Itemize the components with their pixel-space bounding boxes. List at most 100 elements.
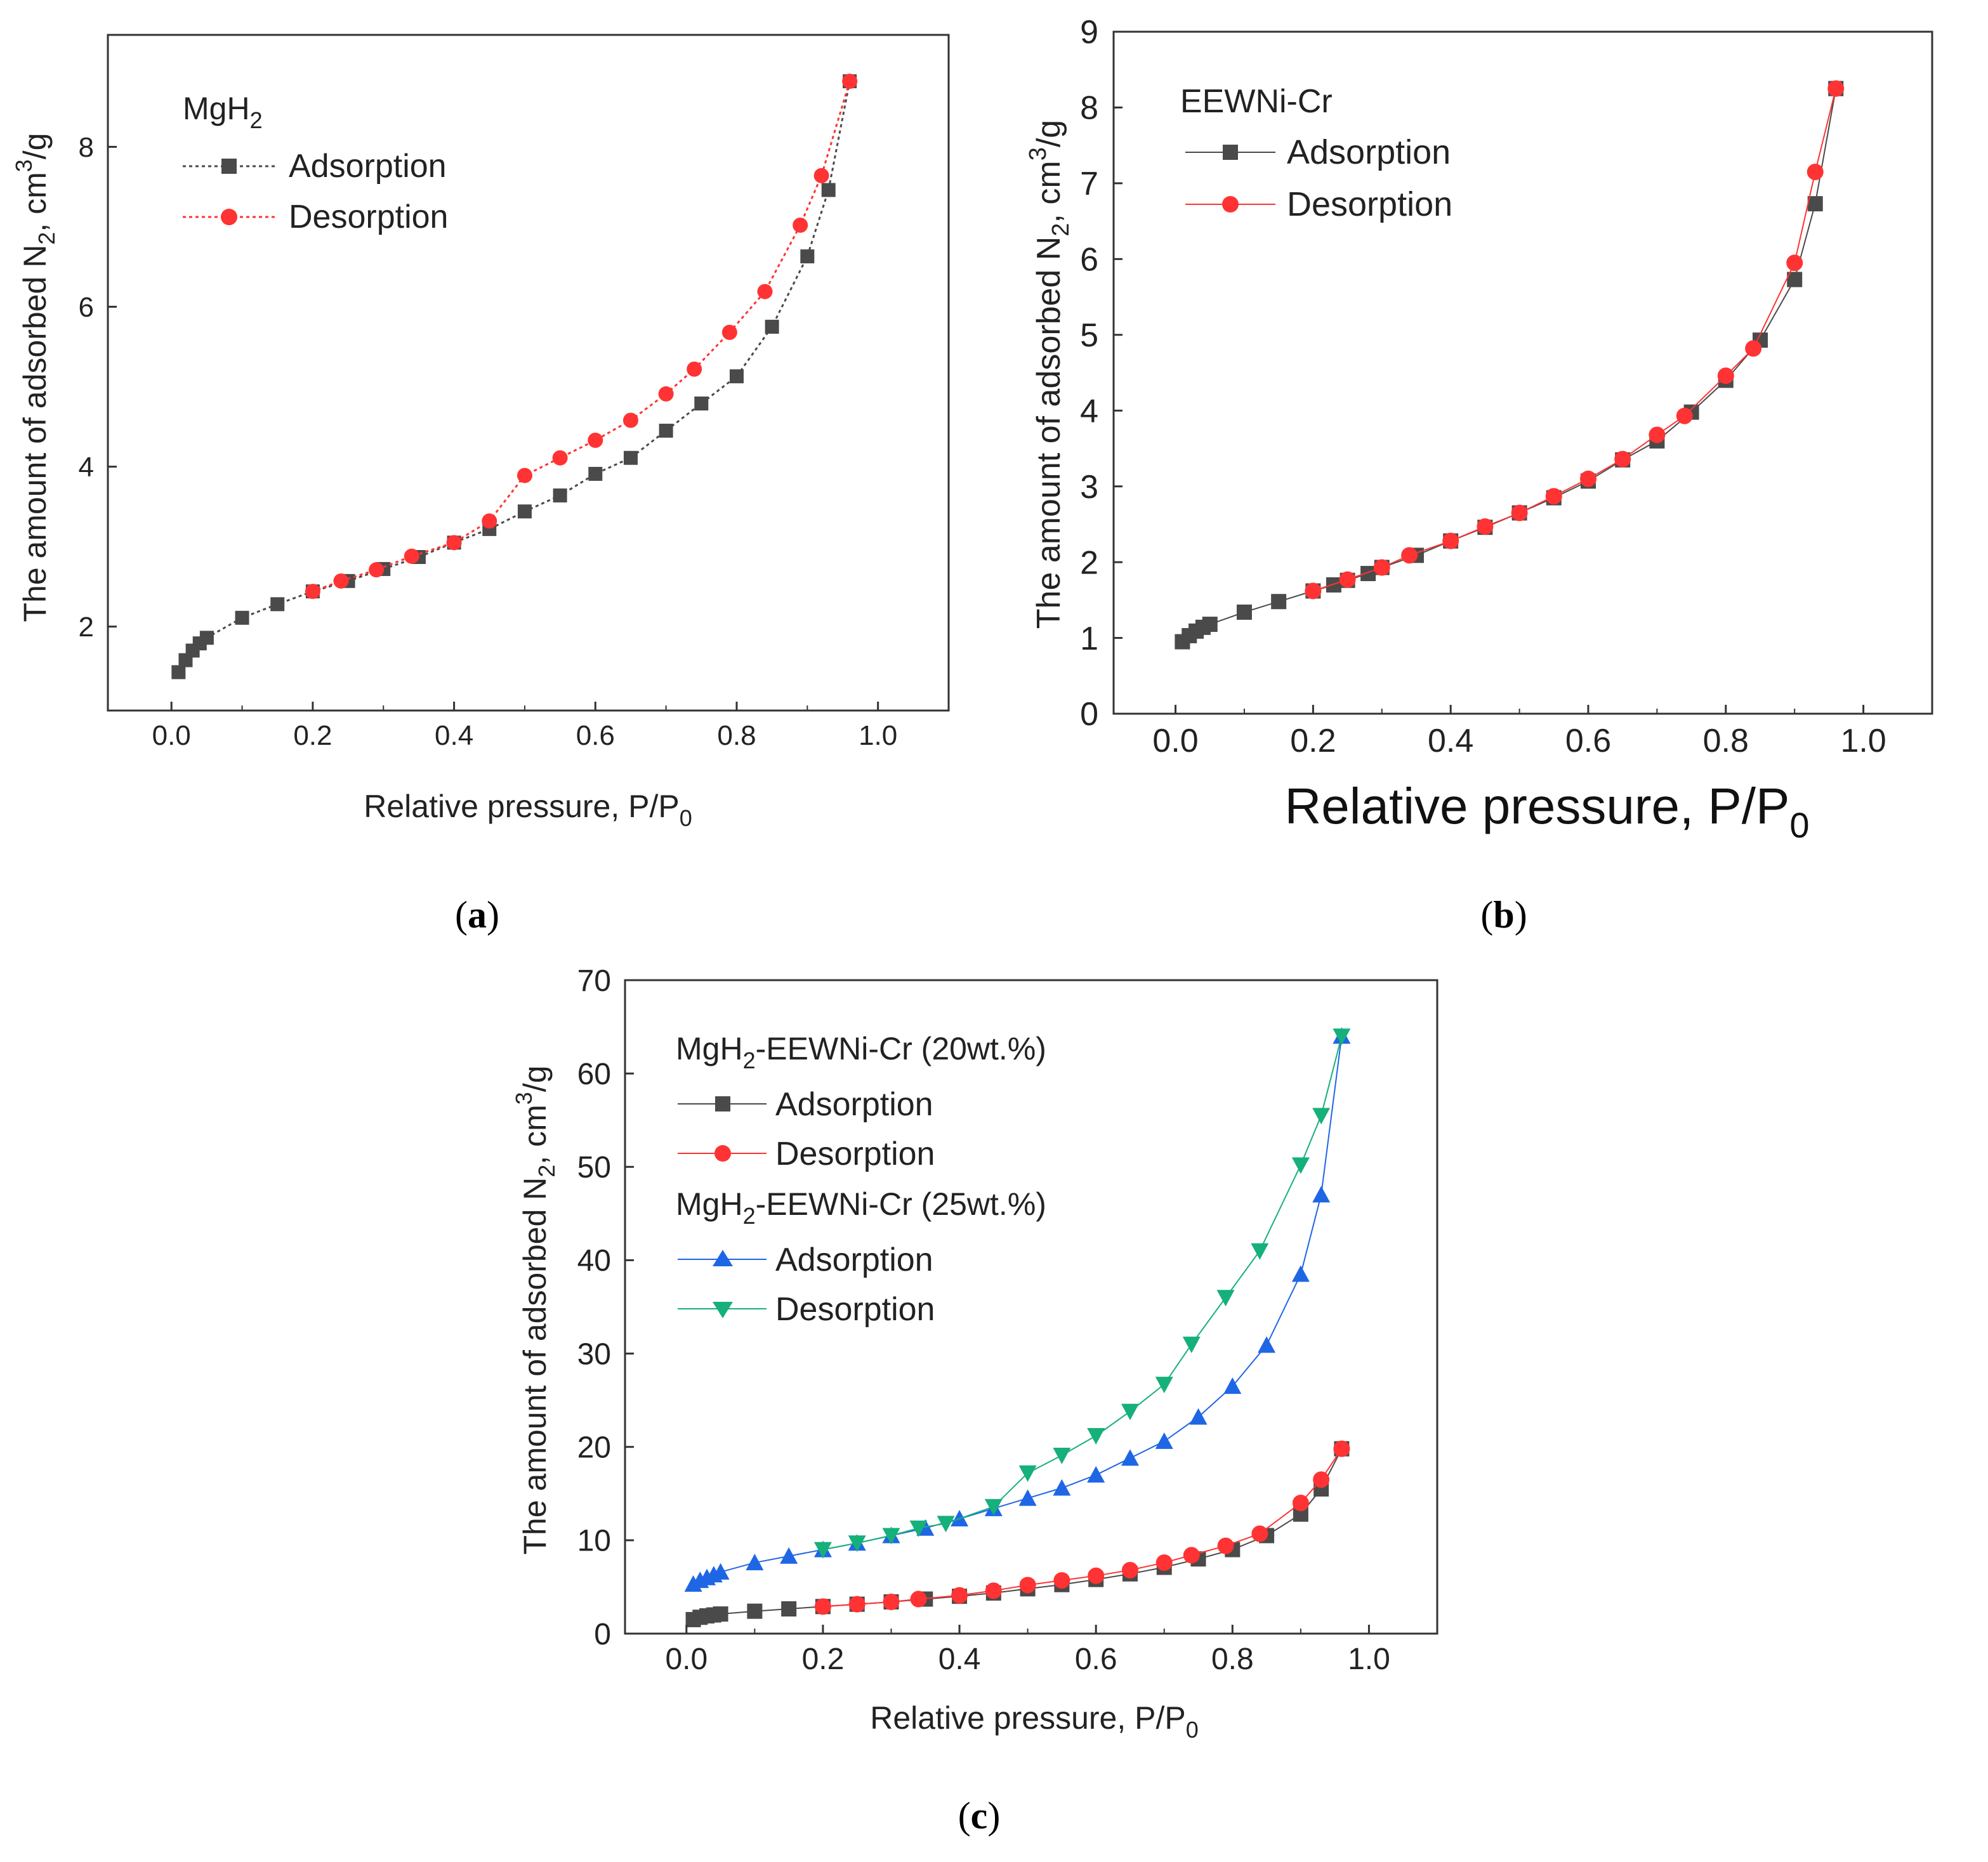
data-point-adsorption xyxy=(1053,1479,1071,1496)
data-point-adsorption xyxy=(1018,1489,1037,1506)
y-tick-label: 4 xyxy=(1080,393,1098,429)
data-point-desorption xyxy=(814,1598,831,1615)
data-point-desorption xyxy=(793,217,808,233)
data-point-desorption xyxy=(1545,488,1562,505)
data-point-desorption xyxy=(842,74,858,89)
series-line-adsorption-0 xyxy=(178,81,851,673)
x-tick-label: 0.4 xyxy=(435,720,473,751)
x-tick-label: 0.0 xyxy=(665,1642,708,1676)
data-point-adsorption xyxy=(1271,594,1287,610)
data-point-desorption xyxy=(1442,532,1459,549)
y-tick-label: 0 xyxy=(594,1618,611,1651)
data-point-desorption xyxy=(1292,1495,1309,1511)
series-line-adsorption-0 xyxy=(1182,88,1837,643)
data-point-desorption xyxy=(1649,426,1666,443)
x-tick-label: 0.8 xyxy=(1703,723,1749,759)
data-point-desorption xyxy=(1251,1243,1269,1260)
data-point-desorption xyxy=(622,412,638,428)
legend-a: MgH2 Adsorption Desorption xyxy=(183,91,448,235)
data-point-adsorption xyxy=(1202,617,1218,633)
y-axis-label-a: The amount of adsorbed N2, cm3/g xyxy=(11,133,60,622)
data-point-desorption xyxy=(1053,1572,1070,1589)
data-point-desorption xyxy=(1401,547,1418,564)
y-axis-label-b: The amount of adsorbed N2, cm3/g xyxy=(1025,120,1074,629)
legend-marker-adsorption-b xyxy=(1223,145,1238,160)
data-point-adsorption xyxy=(694,397,709,411)
data-point-desorption xyxy=(1183,1547,1200,1564)
x-tick-label: 0.0 xyxy=(1152,723,1198,759)
data-point-desorption xyxy=(813,1542,832,1559)
data-point-desorption xyxy=(721,324,737,340)
y-tick-label: 8 xyxy=(1080,90,1098,127)
data-point-desorption xyxy=(687,361,702,377)
x-tick-label: 0.2 xyxy=(802,1642,845,1676)
data-point-desorption xyxy=(882,1528,900,1545)
chart-panel-a: 0.0 0.2 0.4 0.6 0.8 1.0 2 4 6 8 Relative pressur… xyxy=(11,34,950,936)
x-tick-label: 0.8 xyxy=(717,720,756,751)
chart-panel-b: 0.0 0.2 0.4 0.6 0.8 1.0 0 1 2 3 4 5 6 7 8 9 Relative p… xyxy=(1025,14,1933,936)
legend-label-adsorption-20wt: Adsorption xyxy=(775,1086,933,1123)
plot-frame-a xyxy=(107,34,950,712)
legend-title-a: MgH2 xyxy=(183,91,263,133)
data-point-desorption xyxy=(1339,571,1356,588)
data-point-desorption xyxy=(1251,1525,1268,1542)
data-point-desorption xyxy=(1333,1028,1351,1046)
data-point-adsorption xyxy=(800,249,815,264)
panel-caption-a: (a) xyxy=(455,894,499,936)
data-point-adsorption xyxy=(1291,1265,1310,1282)
x-tick-label: 0.6 xyxy=(1565,723,1611,759)
y-tick-label: 6 xyxy=(1080,242,1098,279)
data-point-desorption xyxy=(1827,80,1845,97)
data-point-adsorption xyxy=(747,1603,763,1619)
data-point-desorption xyxy=(813,167,829,183)
y-tick-label: 3 xyxy=(1080,469,1098,506)
data-point-desorption xyxy=(588,433,603,448)
data-point-adsorption xyxy=(171,665,186,679)
data-point-desorption xyxy=(1155,1554,1173,1571)
data-point-adsorption xyxy=(1360,566,1376,582)
data-point-desorption xyxy=(757,284,773,299)
x-tick-label: 0.6 xyxy=(576,720,615,751)
x-tick-label: 0.0 xyxy=(152,720,191,751)
series-layer-c xyxy=(684,1027,1351,1627)
data-point-desorption xyxy=(1313,1471,1330,1488)
data-point-adsorption xyxy=(1326,577,1341,593)
data-point-adsorption xyxy=(746,1554,764,1571)
series-layer-a xyxy=(171,74,858,679)
data-point-adsorption xyxy=(623,450,638,465)
series-layer-b xyxy=(1175,80,1845,650)
y-tick-label: 60 xyxy=(577,1058,611,1091)
data-point-desorption xyxy=(552,450,568,466)
y-tick-label: 8 xyxy=(79,132,94,163)
y-tick-label: 0 xyxy=(1080,696,1098,733)
plot-frame-c xyxy=(624,979,1438,1635)
data-point-desorption xyxy=(1121,1561,1138,1578)
data-point-desorption xyxy=(1305,582,1322,600)
legend-label-desorption-20wt: Desorption xyxy=(775,1136,935,1172)
legend-label-adsorption-b: Adsorption xyxy=(1287,133,1451,171)
chart-panel-c: 0.0 0.2 0.4 0.6 0.8 1.0 0 10 20 30 40 50 60 70 Relat… xyxy=(511,964,1438,1837)
y-axis-ticks-b: 0 1 2 3 4 5 6 7 8 9 xyxy=(1080,14,1122,733)
panel-caption-c: (c) xyxy=(958,1795,1001,1837)
series-line-adsorption-0 xyxy=(693,1448,1343,1620)
data-point-adsorption xyxy=(1121,1449,1139,1466)
data-point-desorption xyxy=(1333,1440,1350,1457)
x-tick-label: 0.2 xyxy=(293,720,332,751)
data-point-adsorption xyxy=(765,320,779,334)
y-tick-label: 7 xyxy=(1080,166,1098,202)
x-tick-label: 0.4 xyxy=(938,1642,981,1676)
data-point-desorption xyxy=(1216,1290,1235,1307)
data-point-adsorption xyxy=(553,488,567,502)
legend-group-title-20wt: MgH2-EEWNi-Cr (20wt.%) xyxy=(676,1031,1046,1073)
x-tick-label: 1.0 xyxy=(1840,723,1886,759)
y-axis-ticks-a: 2 4 6 8 xyxy=(79,132,117,643)
y-tick-label: 4 xyxy=(79,452,94,483)
data-point-desorption xyxy=(848,1596,866,1613)
data-point-desorption xyxy=(1019,1577,1036,1594)
x-tick-label: 0.4 xyxy=(1428,723,1473,759)
x-axis-label-a: Relative pressure, P/P0 xyxy=(364,789,692,831)
data-point-desorption xyxy=(1291,1157,1310,1174)
data-point-desorption xyxy=(1087,1428,1105,1445)
y-axis-label-c: The amount of adsorbed N2, cm3/g xyxy=(511,1065,560,1554)
data-point-desorption xyxy=(1807,163,1824,180)
